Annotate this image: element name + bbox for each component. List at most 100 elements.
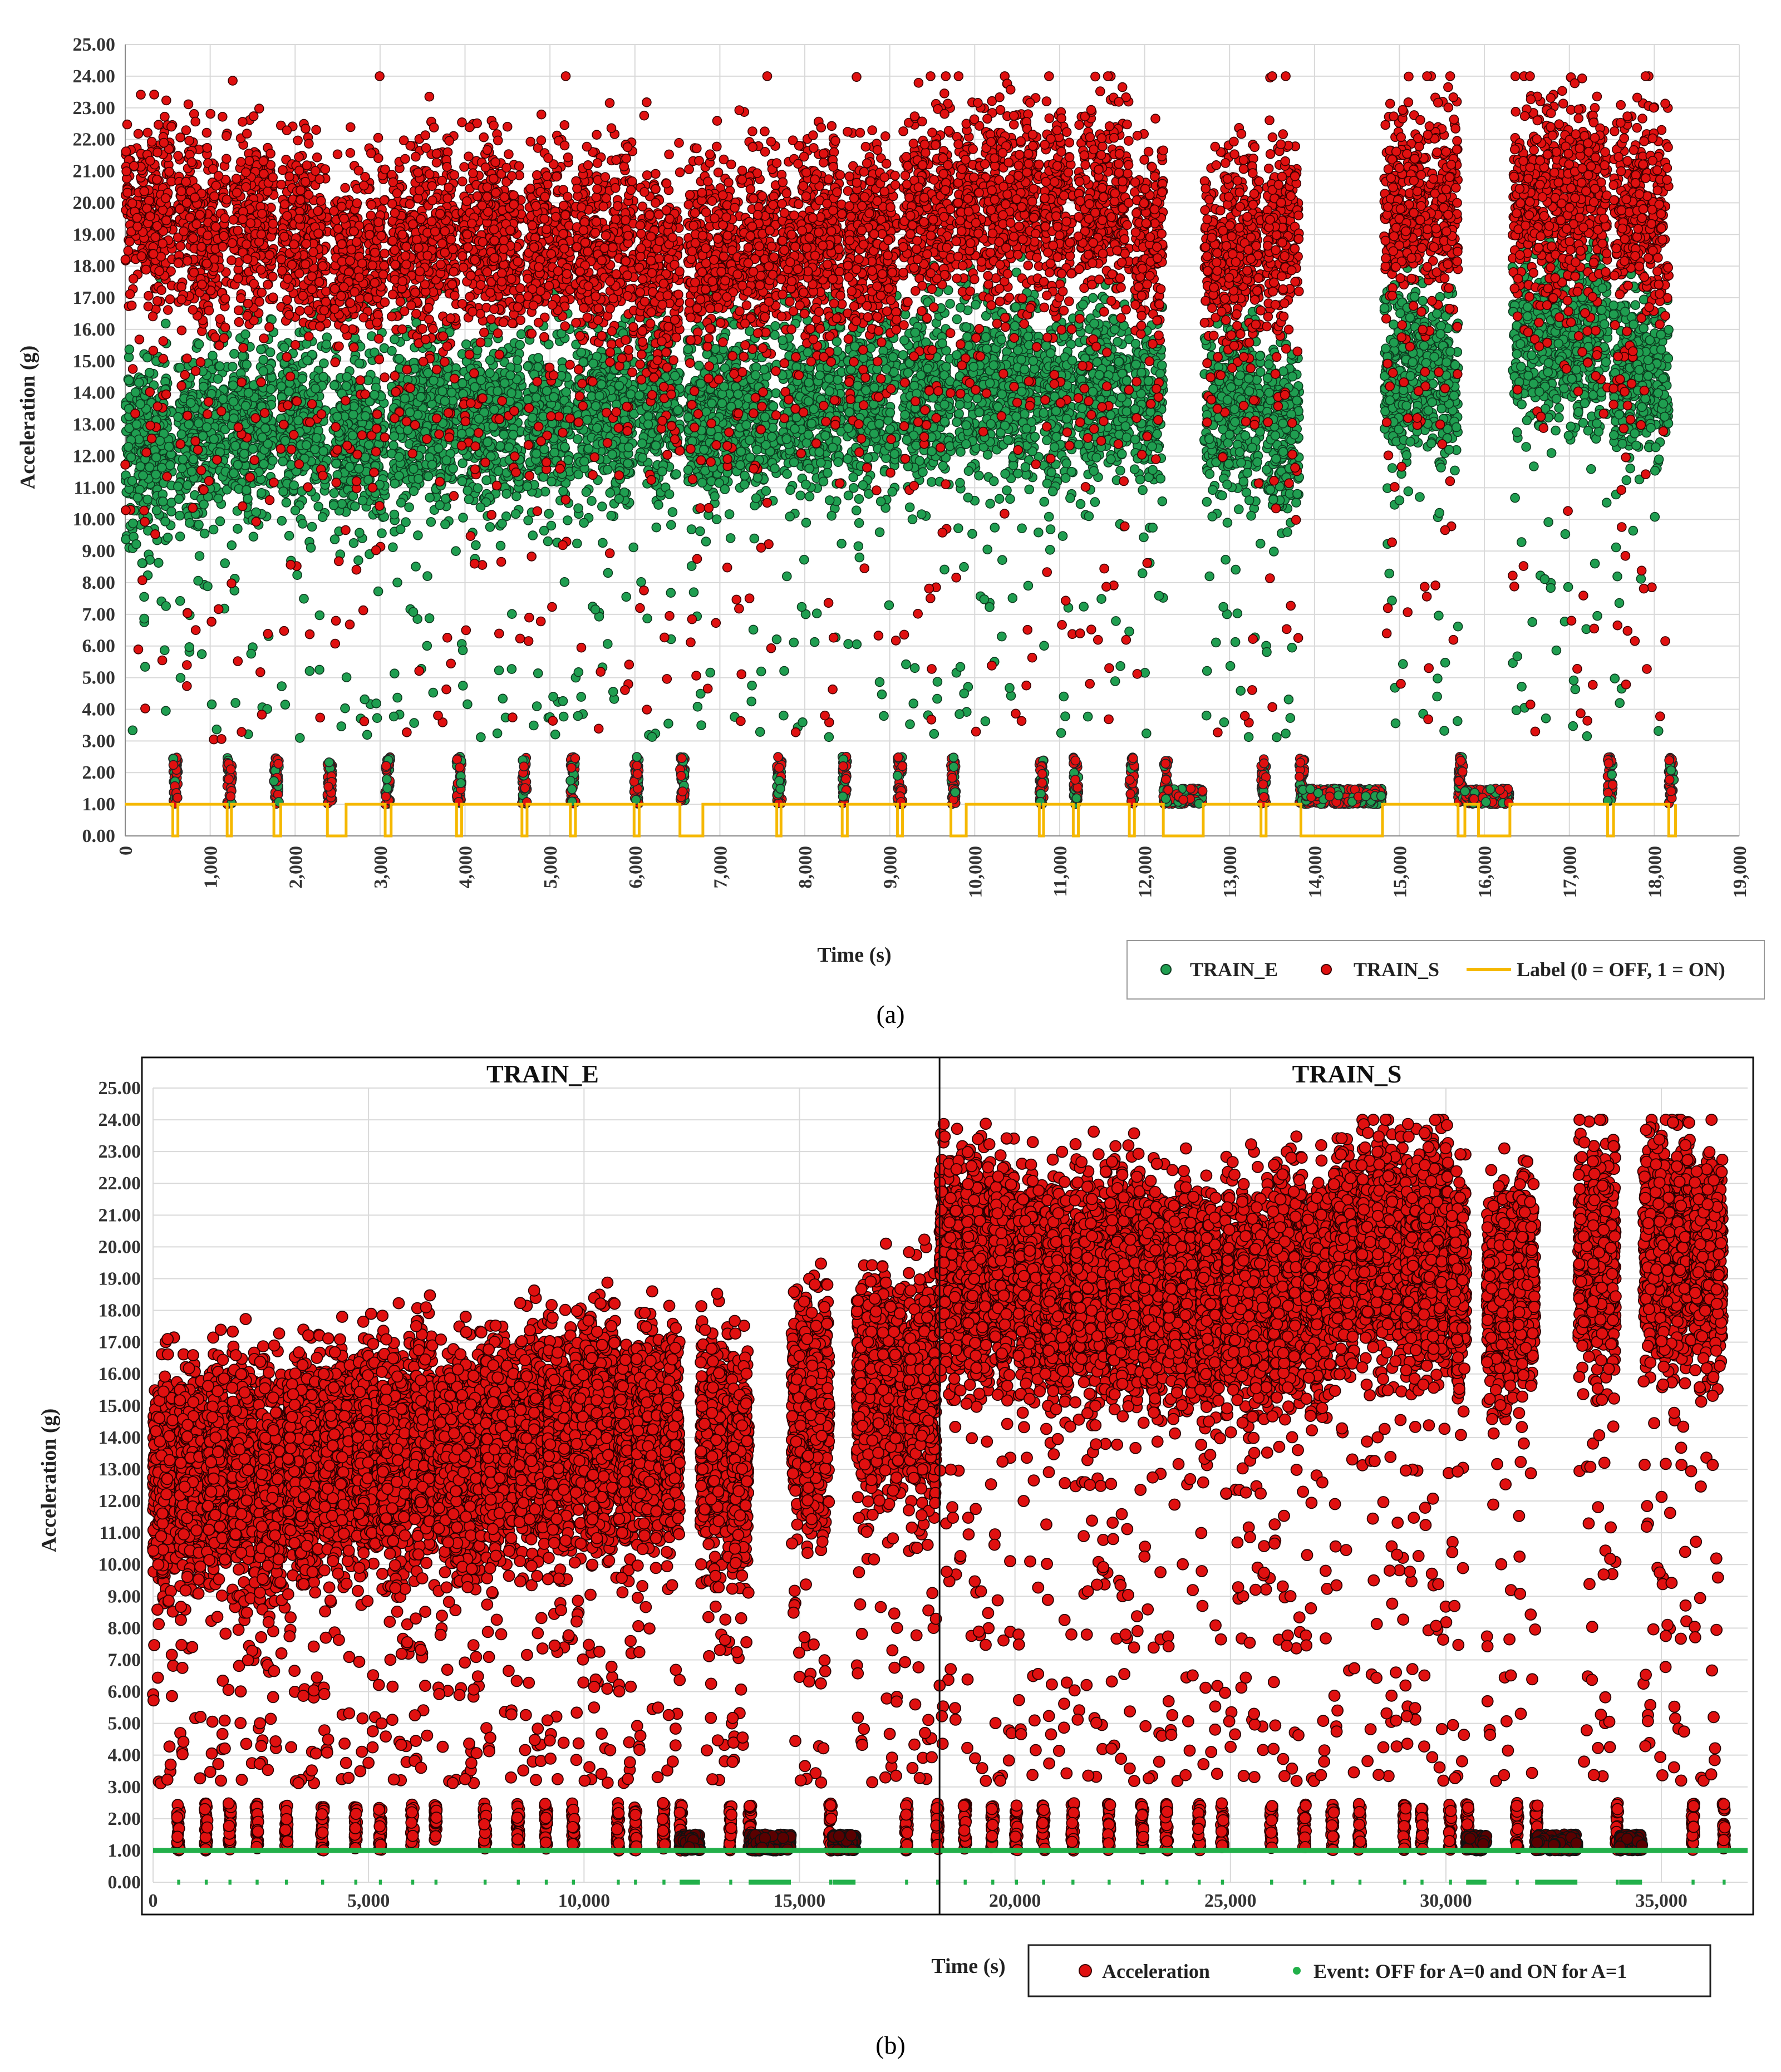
train-e-point (614, 381, 623, 390)
train-e-point (329, 501, 338, 510)
train-e-point (143, 495, 152, 504)
train-e-point (849, 473, 858, 482)
train-e-point (257, 345, 265, 354)
train-e-point (693, 702, 702, 711)
train-e-point (573, 539, 582, 548)
train-e-point (584, 444, 593, 453)
train-e-point (796, 491, 805, 500)
train-e-point (499, 430, 508, 439)
train-e-point (683, 345, 692, 354)
train-e-point (315, 665, 324, 674)
train-e-point (244, 388, 253, 397)
train-e-point (132, 420, 141, 429)
train-e-point (128, 726, 137, 735)
train-e-point (859, 353, 868, 362)
train-e-point (442, 456, 451, 465)
train-e-point (753, 474, 762, 483)
train-e-point (348, 431, 357, 440)
train-e-point (490, 405, 499, 414)
train-e-point (780, 667, 789, 676)
train-e-point (623, 459, 632, 468)
train-e-point (702, 537, 711, 546)
train-e-point (863, 454, 872, 462)
train-e-point (203, 423, 211, 432)
train-e-point (995, 494, 1004, 503)
train-e-point (734, 390, 742, 398)
train-e-point (174, 412, 183, 421)
train-e-point (233, 524, 242, 533)
train-e-point (129, 519, 137, 528)
train-e-point (672, 470, 681, 479)
train-e-point (365, 441, 373, 450)
train-e-point (183, 481, 192, 490)
train-e-point (756, 727, 765, 736)
train-e-point (405, 503, 414, 511)
train-e-point (825, 387, 834, 396)
train-e-point (819, 477, 828, 486)
train-e-point (161, 319, 170, 328)
train-e-point (308, 523, 317, 531)
train-e-point (938, 339, 947, 348)
train-e-point (577, 692, 586, 701)
train-e-point (127, 453, 136, 462)
train-e-point (700, 445, 709, 454)
train-e-point (242, 360, 251, 369)
train-e-point (459, 646, 468, 654)
train-e-point (125, 345, 134, 354)
train-e-point (927, 478, 936, 486)
train-e-point (933, 677, 942, 686)
train-e-point (574, 504, 583, 513)
train-e-point (175, 495, 184, 504)
train-e-point (363, 730, 372, 739)
train-e-point (810, 638, 819, 647)
train-e-point (337, 722, 346, 731)
train-e-point (278, 457, 287, 466)
train-e-point (441, 520, 450, 529)
train-e-point (161, 602, 170, 611)
train-e-point (769, 402, 778, 411)
train-e-point (821, 431, 830, 440)
train-e-point (152, 453, 161, 462)
train-e-point (185, 519, 194, 528)
train-e-point (330, 381, 339, 390)
train-e-point (231, 698, 240, 707)
train-e-point (166, 461, 175, 470)
train-e-point (747, 697, 756, 706)
train-e-point (132, 540, 141, 549)
train-e-point (844, 639, 853, 648)
train-e-point (395, 355, 404, 363)
train-e-point (603, 639, 612, 648)
train-e-point (409, 608, 418, 617)
train-e-point (638, 439, 647, 448)
train-e-point (176, 532, 185, 541)
train-e-point (652, 441, 661, 450)
train-e-point (355, 464, 363, 473)
train-e-point (463, 486, 472, 495)
train-e-point (592, 402, 601, 411)
train-e-point (314, 502, 323, 511)
train-e-point (377, 529, 386, 538)
train-e-point (303, 356, 312, 365)
train-e-point (422, 641, 431, 650)
train-e-point (587, 496, 596, 505)
train-e-point (508, 609, 516, 618)
train-e-point (635, 391, 644, 400)
train-e-point (940, 565, 949, 574)
train-e-point (228, 362, 237, 371)
train-e-point (268, 456, 277, 465)
train-e-point (515, 341, 524, 350)
train-e-point (664, 719, 673, 728)
train-e-point (573, 435, 582, 444)
train-e-point (390, 712, 398, 721)
train-e-point (906, 503, 914, 512)
train-e-point (350, 539, 358, 548)
train-e-point (890, 450, 899, 459)
train-e-point (229, 397, 238, 406)
train-e-point (507, 665, 516, 673)
train-e-point (771, 389, 780, 398)
train-e-point (165, 442, 174, 451)
train-e-point (779, 711, 788, 720)
train-e-point (918, 467, 927, 476)
train-e-point (560, 578, 569, 587)
train-e-point (902, 660, 911, 669)
